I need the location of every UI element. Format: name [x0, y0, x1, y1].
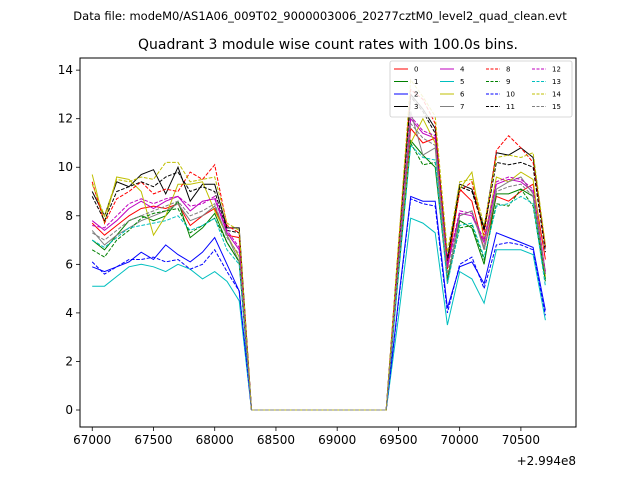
- y-tick-label: 6: [65, 257, 73, 271]
- x-tick-label: 69000: [318, 433, 356, 447]
- legend-label-9: 9: [506, 78, 510, 86]
- x-offset-label: +2.994e8: [517, 454, 576, 468]
- x-tick-label: 67000: [73, 433, 111, 447]
- y-tick-label: 4: [65, 306, 73, 320]
- x-tick-label: 67500: [134, 433, 172, 447]
- legend-label-12: 12: [552, 66, 561, 74]
- legend-label-7: 7: [460, 103, 464, 111]
- legend-label-10: 10: [506, 91, 515, 99]
- y-tick-label: 0: [65, 403, 73, 417]
- y-tick-label: 2: [65, 354, 73, 368]
- x-tick-label: 70000: [441, 433, 479, 447]
- legend-label-4: 4: [460, 66, 465, 74]
- y-tick-label: 12: [58, 112, 73, 126]
- legend-label-13: 13: [552, 78, 561, 86]
- legend-label-15: 15: [552, 103, 561, 111]
- y-tick-label: 14: [58, 63, 73, 77]
- legend-label-3: 3: [414, 103, 418, 111]
- axes-frame: [79, 57, 577, 428]
- y-tick-label: 10: [58, 160, 73, 174]
- legend-label-6: 6: [460, 91, 465, 99]
- legend-box: [389, 60, 573, 118]
- suptitle: Data file: modeM0/AS1A06_009T02_90000030…: [73, 9, 567, 23]
- x-tick-label: 70500: [502, 433, 540, 447]
- x-tick-label: 69500: [379, 433, 417, 447]
- legend-label-5: 5: [460, 78, 464, 86]
- chart-title: Quadrant 3 module wise count rates with …: [138, 37, 518, 53]
- legend-label-2: 2: [414, 91, 418, 99]
- x-tick-label: 68000: [196, 433, 234, 447]
- series-line-9: [91, 141, 546, 411]
- legend-label-8: 8: [506, 66, 510, 74]
- legend-label-11: 11: [506, 103, 515, 111]
- x-tick-label: 68500: [257, 433, 295, 447]
- legend-label-1: 1: [414, 78, 418, 86]
- legend-label-14: 14: [552, 91, 561, 99]
- series-group: [91, 78, 546, 411]
- series-line-15: [91, 122, 546, 411]
- y-tick-label: 8: [65, 209, 73, 223]
- legend-label-0: 0: [414, 66, 418, 74]
- plot-area: 67000 67500 68000 68500 69000 69500 70000 70500…: [58, 57, 577, 468]
